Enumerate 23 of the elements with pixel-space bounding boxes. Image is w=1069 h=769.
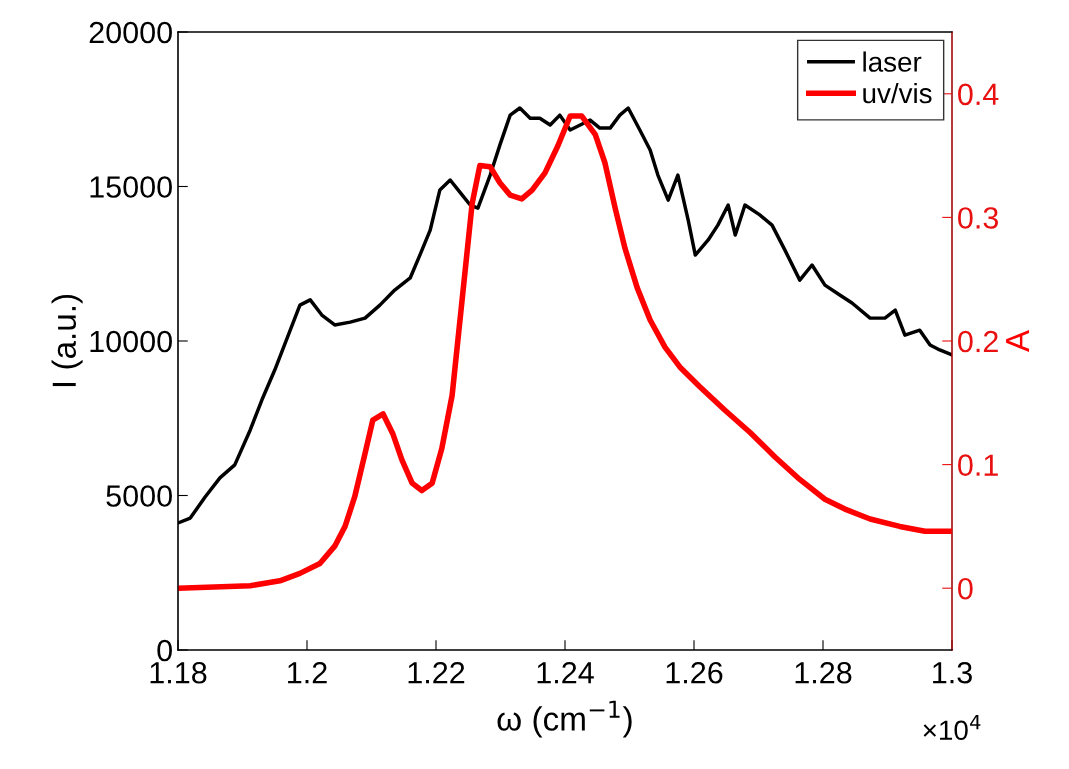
y-tick-label: 5000 — [106, 485, 172, 507]
y2-axis-title: A — [1006, 329, 1030, 353]
y-tick-label: 20000 — [89, 21, 172, 44]
x-tick-label: 1.24 — [537, 661, 594, 684]
text: ×10$^{4}$ — [923, 715, 981, 741]
x-tick-label: 1.18 — [150, 661, 207, 684]
y-tick-label: 0 — [157, 639, 172, 662]
x-tick-label: 1.26 — [666, 661, 723, 684]
y2-tick-label: 0.2 — [958, 330, 998, 353]
y-tick-label: 15000 — [90, 176, 172, 198]
y2-tick-label: 0.1 — [958, 454, 998, 476]
y-axis-title: I (a.u.) — [51, 294, 83, 387]
x-tick-label: 1.22 — [408, 661, 465, 684]
y-tick-label: 10000 — [90, 330, 172, 353]
x-axis-title: ω (cm$^{−1}$) — [497, 700, 632, 738]
x-tick-label: 1.28 — [795, 661, 852, 684]
legend-label: uv/vis — [863, 82, 932, 104]
legend-label: laser — [863, 51, 922, 72]
x-tick-label: 1.2 — [288, 661, 327, 684]
x-tick-label: 1.3 — [933, 661, 972, 684]
y2-tick-label: 0.4 — [958, 83, 999, 106]
y2-tick-label: 0 — [958, 577, 973, 600]
y2-tick-label: 0.3 — [958, 207, 998, 229]
